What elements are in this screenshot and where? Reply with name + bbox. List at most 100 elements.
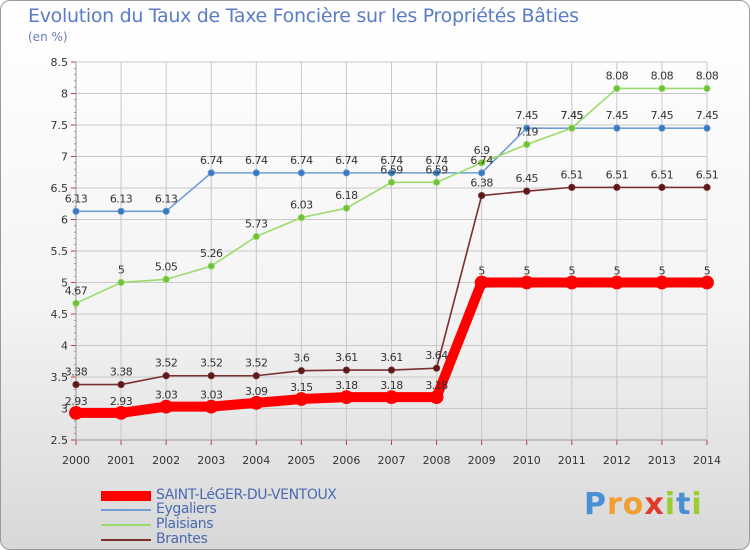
- data-point-eygaliers: [342, 169, 351, 177]
- data-point-eygaliers: [252, 169, 260, 177]
- data-label-brantes: 6.51: [561, 168, 584, 181]
- data-label-saint_leger: 5: [523, 265, 530, 278]
- legend-swatch-eygaliers: [101, 509, 151, 511]
- data-point-brantes: [342, 366, 351, 374]
- data-label-eygaliers: 7.45: [515, 109, 538, 122]
- data-point-eygaliers: [72, 207, 80, 215]
- legend-label-brantes: Brantes: [156, 531, 208, 547]
- logo-letter: t: [676, 487, 692, 522]
- data-label-brantes: 3.61: [380, 351, 403, 364]
- y-tick-label: 8: [61, 88, 68, 101]
- data-point-saint_leger: [655, 275, 669, 290]
- data-label-eygaliers: 7.45: [651, 109, 674, 122]
- data-label-saint_leger: 2.93: [65, 395, 88, 408]
- data-point-brantes: [613, 183, 621, 191]
- logo-letter: P: [584, 487, 607, 522]
- y-tick-label: 3.5: [51, 371, 69, 384]
- data-point-plaisians: [117, 278, 125, 287]
- data-label-eygaliers: 7.45: [606, 109, 629, 122]
- data-label-plaisians: 6.03: [290, 199, 313, 212]
- data-label-plaisians: 5.73: [245, 218, 268, 231]
- data-label-plaisians: 6.59: [425, 163, 448, 176]
- data-point-brantes: [387, 366, 396, 374]
- data-label-plaisians: 6.9: [474, 144, 490, 157]
- data-point-saint_leger: [384, 390, 399, 405]
- data-point-eygaliers: [162, 207, 170, 215]
- data-point-plaisians: [432, 178, 441, 186]
- data-label-plaisians: 8.08: [696, 69, 719, 82]
- data-label-eygaliers: 6.74: [470, 154, 493, 167]
- data-label-brantes: 6.51: [651, 168, 674, 181]
- data-label-brantes: 3.52: [155, 357, 178, 370]
- data-point-saint_leger: [609, 275, 624, 290]
- x-tick-label: 2002: [152, 454, 180, 467]
- data-label-saint_leger: 5: [478, 265, 485, 278]
- data-label-plaisians: 5: [118, 264, 125, 277]
- data-label-plaisians: 6.59: [380, 163, 403, 176]
- data-point-saint_leger: [700, 275, 714, 290]
- data-point-plaisians: [387, 178, 396, 186]
- logo-letter: x: [644, 487, 665, 522]
- data-label-plaisians: 5.26: [200, 247, 223, 260]
- data-point-brantes: [478, 191, 486, 200]
- data-point-eygaliers: [523, 124, 531, 132]
- logo-letter: r: [607, 487, 623, 522]
- x-tick-label: 2006: [332, 454, 360, 467]
- legend-label-saint-leger: SAINT-LéGER-DU-VENTOUX: [156, 487, 337, 503]
- data-point-saint_leger: [339, 390, 354, 405]
- logo-letter: i: [664, 487, 677, 522]
- y-tick-label: 3: [61, 403, 68, 416]
- data-label-saint_leger: 3.15: [290, 381, 313, 394]
- y-tick-label: 6: [61, 214, 68, 227]
- data-point-plaisians: [613, 84, 621, 93]
- data-label-plaisians: 8.08: [651, 69, 674, 82]
- y-tick-label: 2.5: [51, 434, 69, 447]
- data-label-plaisians: 7.19: [515, 126, 538, 139]
- data-point-plaisians: [72, 299, 80, 307]
- data-point-brantes: [568, 183, 576, 191]
- x-tick-label: 2010: [513, 454, 541, 467]
- data-point-brantes: [523, 187, 531, 195]
- data-point-brantes: [297, 367, 305, 375]
- data-label-brantes: 6.45: [515, 172, 538, 185]
- data-point-brantes: [703, 183, 711, 191]
- data-point-plaisians: [478, 159, 486, 167]
- data-label-saint_leger: 3.18: [380, 379, 403, 392]
- data-point-eygaliers: [207, 169, 215, 177]
- data-label-eygaliers: 6.74: [290, 154, 313, 167]
- data-point-eygaliers: [658, 124, 666, 132]
- data-label-eygaliers: 6.74: [335, 154, 358, 167]
- data-label-brantes: 3.52: [200, 357, 223, 370]
- data-point-saint_leger: [249, 395, 264, 410]
- data-point-brantes: [252, 372, 260, 380]
- data-label-saint_leger: 5: [704, 265, 711, 278]
- logo-letter: i: [691, 487, 703, 522]
- data-point-brantes: [162, 372, 170, 380]
- legend-swatch-plaisians: [101, 524, 151, 526]
- data-point-eygaliers: [703, 124, 711, 132]
- y-tick-label: 7.5: [51, 119, 69, 132]
- data-point-plaisians: [703, 84, 711, 93]
- data-label-saint_leger: 2.93: [110, 395, 133, 408]
- data-point-eygaliers: [117, 207, 125, 215]
- data-point-brantes: [117, 380, 125, 389]
- data-label-saint_leger: 3.09: [245, 385, 268, 398]
- data-point-brantes: [658, 183, 666, 191]
- data-label-plaisians: 5.05: [155, 260, 178, 273]
- data-point-eygaliers: [432, 169, 441, 177]
- data-label-eygaliers: 7.45: [696, 109, 719, 122]
- data-label-eygaliers: 6.74: [200, 154, 223, 167]
- data-point-saint_leger: [159, 399, 174, 414]
- data-label-plaisians: 6.18: [335, 189, 358, 202]
- x-tick-label: 2000: [62, 454, 90, 467]
- data-point-plaisians: [568, 124, 576, 132]
- data-label-brantes: 3.6: [293, 352, 309, 365]
- data-point-saint_leger: [69, 406, 83, 420]
- data-label-brantes: 3.61: [335, 351, 358, 364]
- data-label-plaisians: 8.08: [606, 69, 629, 82]
- data-point-plaisians: [523, 140, 531, 149]
- data-point-plaisians: [297, 214, 305, 222]
- y-tick-label: 6.5: [51, 182, 69, 195]
- data-label-brantes: 3.38: [110, 366, 133, 379]
- data-point-brantes: [207, 372, 215, 380]
